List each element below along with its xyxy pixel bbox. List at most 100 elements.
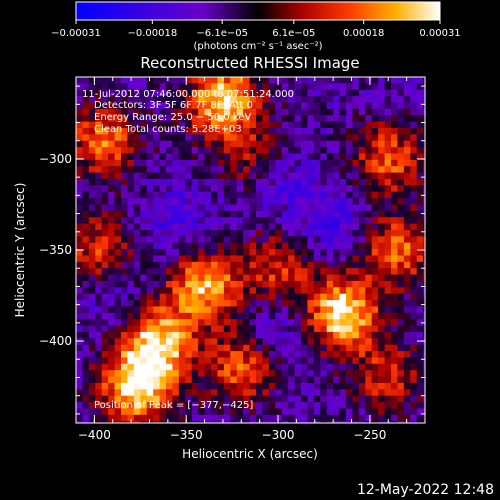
heatmap-cell — [281, 249, 289, 256]
heatmap-cell — [108, 108, 115, 116]
heatmap-cell — [133, 357, 141, 365]
heatmap-cell — [307, 89, 315, 97]
heatmap-cell — [365, 77, 373, 84]
heatmap-cell — [153, 229, 160, 237]
heatmap-cell — [133, 306, 141, 314]
heatmap-cell — [243, 300, 250, 307]
heatmap-cell — [371, 414, 379, 422]
heatmap-cell — [410, 325, 418, 333]
heatmap-cell — [333, 236, 340, 244]
heatmap-cell — [416, 172, 424, 180]
heatmap-cell — [108, 134, 115, 142]
heatmap-cell — [236, 223, 244, 231]
heatmap-cell — [410, 204, 418, 212]
heatmap-cell — [249, 140, 257, 148]
heatmap-cell — [268, 293, 276, 301]
heatmap-cell — [378, 421, 385, 423]
heatmap-cell — [223, 121, 231, 129]
heatmap-cell — [301, 370, 308, 377]
heatmap-cell — [243, 414, 250, 422]
heatmap-cell — [410, 344, 418, 352]
heatmap-cell — [410, 210, 418, 218]
heatmap-cell — [230, 217, 238, 224]
heatmap-cell — [101, 223, 109, 231]
heatmap-cell — [346, 147, 353, 154]
heatmap-cell — [301, 204, 308, 212]
heatmap-cell — [121, 159, 128, 167]
heatmap-cell — [121, 370, 128, 377]
heatmap-cell — [108, 306, 115, 314]
heatmap-cell — [146, 338, 154, 346]
heatmap-cell — [333, 370, 340, 377]
heatmap-cell — [410, 249, 418, 256]
heatmap-cell — [230, 153, 238, 161]
heatmap-cell — [127, 389, 135, 397]
heatmap-cell — [159, 319, 167, 326]
heatmap-cell — [352, 172, 360, 180]
heatmap-cell — [153, 312, 160, 320]
heatmap-cell — [121, 402, 128, 409]
heatmap-cell — [185, 102, 193, 110]
heatmap-cell — [133, 102, 141, 110]
heatmap-cell — [82, 306, 90, 314]
heatmap-cell — [371, 89, 379, 97]
heatmap-cell — [391, 274, 398, 282]
heatmap-cell — [307, 408, 315, 416]
heatmap-cell — [223, 363, 231, 371]
heatmap-cell — [384, 172, 392, 180]
heatmap-cell — [326, 421, 334, 423]
heatmap-cell — [371, 351, 379, 358]
heatmap-cell — [384, 249, 392, 256]
heatmap-cell — [153, 147, 160, 154]
heatmap-cell — [326, 268, 334, 275]
heatmap-cell — [391, 287, 398, 295]
heatmap-cell — [410, 96, 418, 103]
heatmap-cell — [204, 357, 212, 365]
heatmap-cell — [391, 363, 398, 371]
heatmap-cell — [172, 102, 180, 110]
heatmap-cell — [339, 229, 347, 237]
heatmap-cell — [288, 325, 295, 333]
heatmap-cell — [127, 249, 135, 256]
heatmap-cell — [268, 223, 276, 231]
heatmap-cell — [88, 172, 96, 180]
heatmap-cell — [378, 115, 385, 123]
heatmap-cell — [211, 389, 218, 397]
heatmap-cell — [172, 217, 180, 224]
heatmap-cell — [101, 147, 109, 154]
heatmap-cell — [166, 325, 173, 333]
heatmap-cell — [249, 421, 257, 423]
heatmap-cell — [140, 89, 148, 97]
heatmap-cell — [140, 172, 148, 180]
heatmap-cell — [101, 185, 109, 193]
heatmap-cell — [198, 312, 205, 320]
heatmap-cell — [82, 102, 90, 110]
heatmap-cell — [358, 280, 366, 288]
heatmap-cell — [416, 261, 424, 269]
heatmap-cell — [153, 236, 160, 244]
heatmap-cell — [230, 293, 238, 301]
heatmap-cell — [307, 402, 315, 409]
heatmap-cell — [191, 408, 199, 416]
heatmap-cell — [172, 159, 180, 167]
heatmap-cell — [236, 408, 244, 416]
heatmap-cell — [256, 312, 263, 320]
heatmap-cell — [236, 249, 244, 256]
heatmap-cell — [153, 382, 160, 390]
heatmap-cell — [326, 140, 334, 148]
heatmap-cell — [410, 402, 418, 409]
heatmap-cell — [198, 191, 205, 199]
heatmap-cell — [423, 102, 425, 110]
heatmap-cell — [365, 115, 373, 123]
heatmap-cell — [320, 102, 328, 110]
heatmap-cell — [82, 229, 90, 237]
heatmap-cell — [82, 178, 90, 186]
heatmap-cell — [127, 331, 135, 339]
heatmap-cell — [114, 83, 122, 91]
heatmap-cell — [268, 312, 276, 320]
heatmap-cell — [121, 287, 128, 295]
heatmap-cell — [352, 191, 360, 199]
heatmap-cell — [358, 83, 366, 91]
heatmap-cell — [178, 421, 186, 423]
heatmap-cell — [301, 140, 308, 148]
